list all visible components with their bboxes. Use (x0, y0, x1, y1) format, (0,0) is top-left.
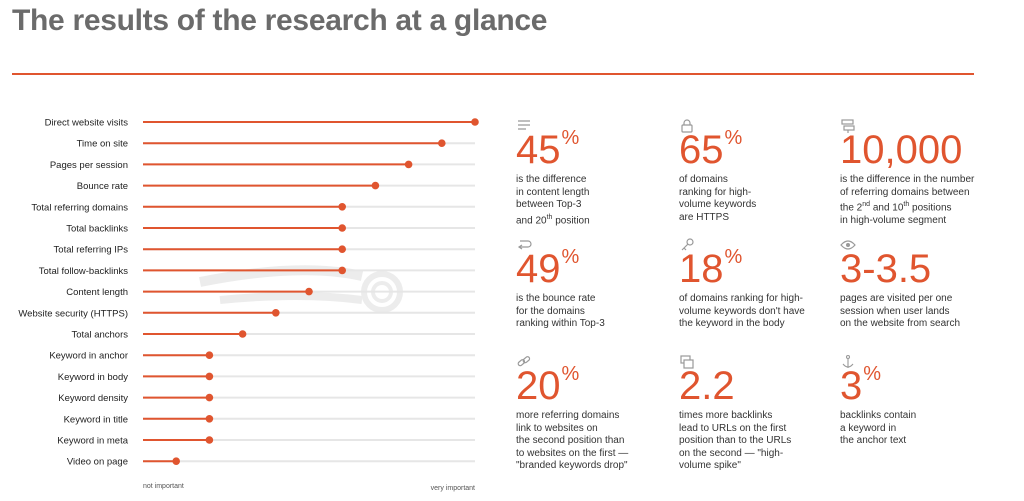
category-label: Website security (HTTPS) (18, 308, 128, 319)
value-dot (205, 415, 214, 423)
chart-row: Keyword in title (64, 414, 475, 425)
lock-icon (681, 119, 693, 133)
stat-description: times more backlinks lead to URLs on the… (679, 410, 792, 472)
chart-row: Keyword in anchor (49, 351, 475, 362)
chart-row: Total backlinks (66, 224, 475, 235)
stat-description: of domains ranking for high- volume keyw… (679, 293, 805, 330)
category-label: Keyword in anchor (49, 351, 128, 362)
chart-row: Total referring domains (31, 202, 475, 213)
chart-row: Video on page (67, 457, 475, 468)
chart-row: Keyword in meta (57, 436, 475, 447)
importance-chart: Direct website visits Time on site Pages p… (18, 118, 479, 492)
category-label: Total follow-backlinks (39, 266, 128, 277)
chart-row: Keyword in body (58, 372, 475, 383)
category-label: Keyword in meta (57, 436, 128, 447)
eye-icon (840, 240, 856, 250)
value-dot (338, 245, 347, 253)
return-arrow-icon (517, 240, 532, 250)
stat-number: 20% (516, 363, 580, 408)
chart-row: Bounce rate (77, 181, 475, 192)
document-lines-icon (518, 120, 530, 130)
stat-description: is the difference in content length betw… (516, 174, 590, 227)
chart-row: Direct website visits (45, 118, 479, 129)
category-label: Content length (66, 287, 128, 298)
watermark-logo (199, 265, 403, 313)
stat-number: 45% (516, 127, 580, 172)
chart-row: Website security (HTTPS) (18, 308, 475, 319)
category-label: Total referring domains (31, 202, 128, 213)
category-label: Bounce rate (77, 181, 128, 192)
value-dot (338, 224, 347, 232)
stacked-pages-icon (680, 355, 694, 369)
value-dot (338, 203, 347, 211)
axis-left-label: not important (143, 483, 184, 490)
axis-right-label: very important (431, 485, 475, 492)
category-label: Time on site (77, 139, 128, 150)
category-label: Direct website visits (45, 118, 129, 129)
chart-row: Content length (66, 287, 475, 298)
category-label: Keyword in body (58, 372, 128, 383)
chart-row: Total referring IPs (54, 245, 475, 256)
signpost-icon (841, 119, 855, 133)
category-label: Video on page (67, 457, 128, 468)
chart-row: Time on site (77, 139, 475, 150)
category-label: Total referring IPs (54, 245, 129, 256)
stat-number: 18% (679, 246, 743, 291)
category-label: Total backlinks (66, 224, 128, 235)
chart-row: Keyword density (58, 393, 475, 404)
category-label: Keyword in title (64, 414, 128, 425)
title-divider (12, 73, 974, 75)
value-dot (205, 436, 214, 444)
category-label: Total anchors (71, 330, 128, 341)
value-dot (205, 393, 214, 402)
value-dot (205, 351, 214, 360)
chart-row: Pages per session (50, 160, 475, 171)
value-dot (338, 266, 347, 275)
chart-row: Total follow-backlinks (39, 266, 475, 277)
stat-number: 10,000 (840, 128, 963, 172)
value-dot (172, 457, 180, 466)
value-dot (205, 372, 214, 381)
stat-description: of domains ranking for high- volume keyw… (679, 174, 757, 223)
stat-number: 2.2 (679, 364, 735, 408)
key-icon (681, 238, 694, 251)
value-dot (438, 139, 446, 147)
value-dot (471, 118, 479, 126)
stat-number: 3% (840, 363, 882, 408)
page-title: The results of the research at a glance (12, 4, 548, 37)
value-dot (272, 309, 280, 317)
anchor-icon (842, 354, 854, 368)
stat-description: is the bounce rate for the domains ranki… (516, 293, 605, 330)
value-dot (404, 160, 413, 169)
stat-description: backlinks contain a keyword in the ancho… (840, 410, 917, 447)
category-label: Keyword density (58, 393, 128, 404)
stat-number: 49% (516, 246, 580, 291)
stat-description: more referring domains link to websites … (516, 410, 629, 472)
link-icon (517, 356, 531, 367)
stat-number: 65% (679, 127, 743, 172)
value-dot (238, 330, 247, 338)
stat-description: is the difference in the number of refer… (840, 174, 975, 227)
stat-number: 3-3.5 (840, 247, 932, 291)
category-label: Pages per session (50, 160, 128, 171)
chart-row: Total anchors (71, 330, 475, 341)
stat-description: pages are visited per one session when u… (840, 293, 961, 330)
value-dot (305, 287, 313, 296)
value-dot (371, 181, 380, 190)
